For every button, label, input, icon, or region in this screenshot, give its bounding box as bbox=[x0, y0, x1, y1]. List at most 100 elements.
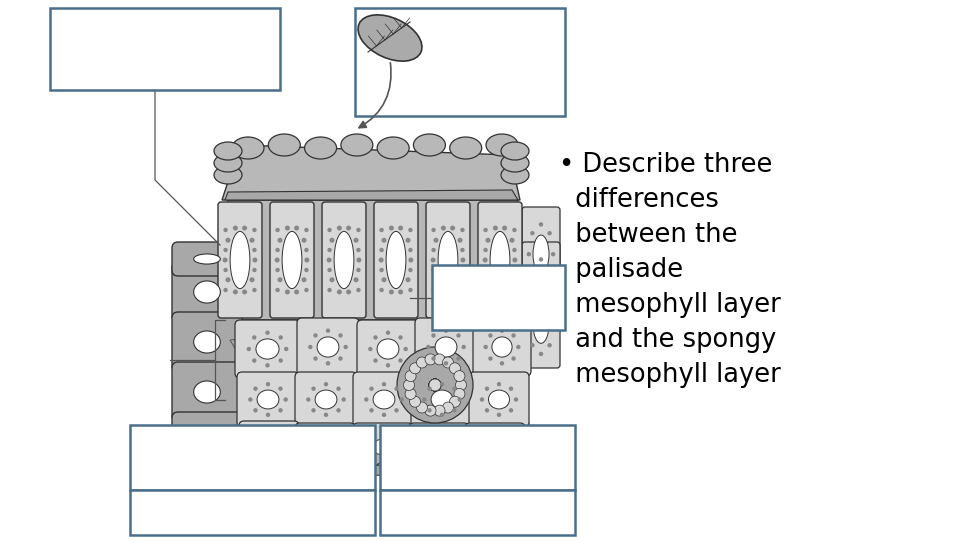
Ellipse shape bbox=[194, 331, 221, 353]
Circle shape bbox=[276, 268, 279, 272]
Circle shape bbox=[489, 356, 492, 361]
Circle shape bbox=[393, 436, 397, 440]
Ellipse shape bbox=[435, 337, 457, 357]
FancyBboxPatch shape bbox=[522, 277, 560, 368]
Circle shape bbox=[431, 268, 436, 272]
Circle shape bbox=[242, 226, 247, 231]
Circle shape bbox=[429, 379, 441, 391]
Circle shape bbox=[389, 289, 394, 294]
Circle shape bbox=[224, 288, 228, 292]
Circle shape bbox=[437, 458, 442, 462]
Circle shape bbox=[306, 445, 310, 449]
Polygon shape bbox=[225, 190, 518, 200]
Circle shape bbox=[484, 345, 488, 349]
Ellipse shape bbox=[486, 134, 518, 156]
Circle shape bbox=[304, 258, 309, 262]
Circle shape bbox=[492, 458, 497, 462]
Ellipse shape bbox=[489, 390, 510, 409]
Circle shape bbox=[370, 387, 373, 391]
Circle shape bbox=[250, 277, 254, 282]
Ellipse shape bbox=[194, 381, 221, 403]
Circle shape bbox=[530, 231, 535, 235]
Circle shape bbox=[497, 413, 501, 417]
Ellipse shape bbox=[270, 444, 306, 466]
Circle shape bbox=[486, 238, 491, 243]
Circle shape bbox=[417, 402, 427, 413]
Circle shape bbox=[429, 379, 441, 391]
Circle shape bbox=[405, 388, 416, 400]
Circle shape bbox=[242, 289, 247, 294]
Circle shape bbox=[347, 226, 351, 231]
Circle shape bbox=[539, 282, 543, 286]
Ellipse shape bbox=[470, 444, 506, 466]
Circle shape bbox=[324, 413, 328, 417]
Circle shape bbox=[460, 268, 465, 272]
FancyBboxPatch shape bbox=[415, 318, 477, 376]
Circle shape bbox=[252, 359, 256, 363]
Ellipse shape bbox=[304, 137, 337, 159]
Circle shape bbox=[489, 333, 492, 338]
Circle shape bbox=[530, 308, 535, 313]
Circle shape bbox=[513, 248, 516, 252]
Circle shape bbox=[547, 266, 552, 271]
Bar bbox=[380, 490, 575, 535]
Circle shape bbox=[429, 379, 441, 391]
Circle shape bbox=[476, 445, 480, 449]
Circle shape bbox=[381, 458, 385, 462]
Circle shape bbox=[267, 457, 271, 462]
Circle shape bbox=[398, 359, 402, 363]
Ellipse shape bbox=[377, 137, 409, 159]
Circle shape bbox=[510, 238, 515, 243]
FancyBboxPatch shape bbox=[409, 423, 469, 471]
Circle shape bbox=[424, 454, 429, 458]
Ellipse shape bbox=[334, 232, 354, 288]
Circle shape bbox=[458, 397, 462, 402]
Circle shape bbox=[267, 430, 271, 435]
Circle shape bbox=[429, 379, 441, 391]
Circle shape bbox=[265, 363, 270, 368]
Ellipse shape bbox=[317, 337, 339, 357]
Polygon shape bbox=[230, 320, 445, 365]
FancyBboxPatch shape bbox=[295, 372, 357, 427]
Circle shape bbox=[497, 382, 501, 387]
Circle shape bbox=[443, 357, 453, 368]
Circle shape bbox=[405, 370, 416, 382]
Circle shape bbox=[512, 356, 516, 361]
Circle shape bbox=[510, 277, 515, 282]
Circle shape bbox=[278, 387, 282, 391]
Circle shape bbox=[250, 444, 254, 448]
Circle shape bbox=[278, 359, 283, 363]
Text: • Describe three
  differences
  between the
  palisade
  mesophyll layer
  and : • Describe three differences between the… bbox=[559, 152, 780, 388]
Ellipse shape bbox=[268, 134, 300, 156]
Circle shape bbox=[329, 238, 334, 243]
Circle shape bbox=[252, 248, 256, 252]
Circle shape bbox=[336, 408, 341, 413]
Circle shape bbox=[434, 238, 439, 243]
Circle shape bbox=[444, 361, 448, 366]
Circle shape bbox=[379, 228, 384, 232]
Circle shape bbox=[429, 379, 441, 391]
Circle shape bbox=[449, 454, 453, 458]
Circle shape bbox=[233, 289, 238, 294]
Ellipse shape bbox=[501, 154, 529, 172]
Ellipse shape bbox=[430, 444, 466, 466]
Circle shape bbox=[429, 379, 441, 391]
Circle shape bbox=[254, 454, 259, 458]
Circle shape bbox=[311, 436, 315, 440]
Circle shape bbox=[356, 268, 361, 272]
Circle shape bbox=[356, 248, 361, 252]
Circle shape bbox=[485, 408, 490, 413]
Circle shape bbox=[431, 248, 436, 252]
Circle shape bbox=[485, 387, 490, 391]
Circle shape bbox=[304, 268, 309, 272]
Circle shape bbox=[456, 356, 461, 361]
Circle shape bbox=[551, 287, 556, 292]
Circle shape bbox=[425, 354, 436, 365]
Circle shape bbox=[285, 226, 290, 231]
Circle shape bbox=[450, 289, 455, 294]
Circle shape bbox=[530, 301, 535, 305]
Circle shape bbox=[278, 408, 282, 413]
Circle shape bbox=[424, 436, 429, 440]
Circle shape bbox=[530, 343, 535, 347]
FancyBboxPatch shape bbox=[522, 207, 560, 298]
